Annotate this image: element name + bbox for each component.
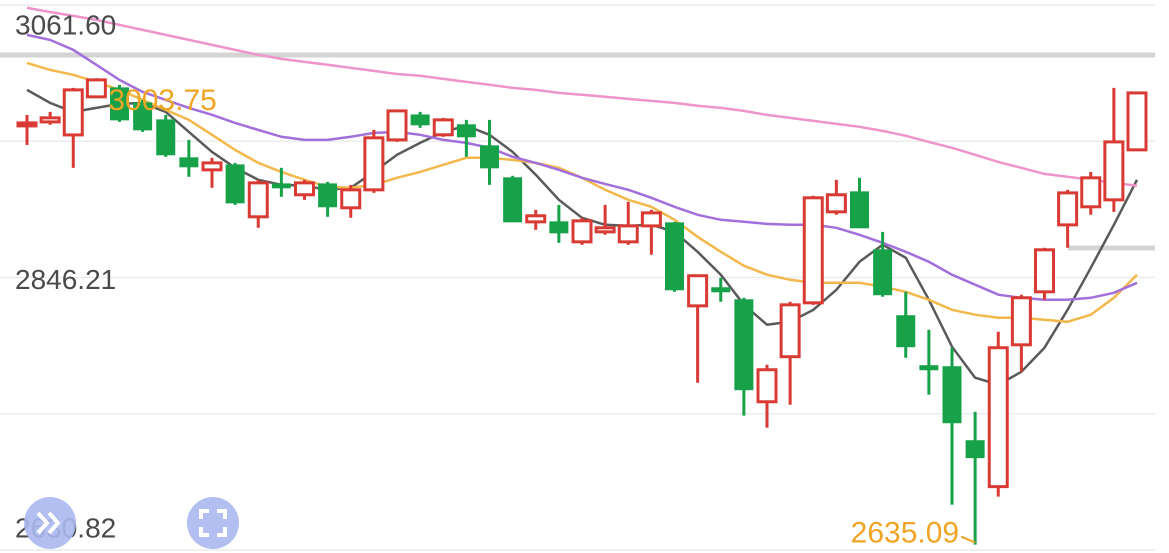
candle-body: [363, 136, 385, 192]
candle-body: [687, 274, 709, 308]
candle-body: [640, 211, 662, 228]
candle-body: [386, 109, 408, 142]
candle-body: [110, 87, 129, 121]
candle-body: [503, 177, 523, 223]
candle-body: [247, 181, 269, 219]
candle-body: [271, 183, 291, 189]
annotation: 2635.09: [851, 517, 959, 550]
ma-line: [26, 6, 1138, 188]
annotation: 3003.75: [108, 84, 216, 117]
y-tick-label: 3061.60: [15, 9, 116, 40]
candle-body: [594, 226, 616, 234]
candle-body: [850, 191, 869, 229]
candle-body: [16, 121, 38, 128]
button-bg: [24, 497, 76, 549]
candle-body: [201, 161, 223, 172]
moving-averages: [26, 6, 1139, 387]
candle-body: [340, 188, 362, 210]
candle-body: [802, 196, 824, 305]
candle-body: [965, 440, 985, 459]
fullscreen-button[interactable]: [187, 497, 239, 549]
candle-body: [987, 346, 1009, 489]
candles: [16, 78, 1148, 545]
candle-body: [734, 299, 754, 391]
ma-line: [26, 33, 1138, 302]
candle-body: [825, 193, 847, 214]
candle-body: [549, 221, 569, 234]
candle-body: [1103, 140, 1125, 202]
candle-body: [711, 287, 731, 293]
candle-body: [1010, 296, 1032, 347]
grid: [0, 4, 1155, 551]
candle-body: [480, 145, 499, 169]
expand-button[interactable]: [24, 497, 76, 549]
candle-body: [62, 88, 84, 137]
candle-body: [318, 183, 338, 208]
candle-body: [294, 181, 315, 197]
candle-body: [756, 368, 778, 404]
candle-body: [665, 222, 684, 291]
icon: [199, 509, 227, 537]
candle-body: [919, 365, 939, 371]
candle-body: [410, 114, 430, 126]
annotation-leader: [960, 535, 976, 544]
candle-body: [85, 78, 107, 99]
candle-body: [873, 249, 893, 296]
candle-body: [571, 219, 593, 244]
candle-body: [432, 118, 454, 137]
candle-body: [1080, 176, 1102, 209]
candle-body: [617, 224, 639, 244]
candle-body: [1057, 191, 1079, 227]
candle-body: [456, 124, 476, 138]
candle-body: [225, 164, 245, 204]
y-tick-label: 2846.21: [15, 264, 116, 295]
candle-body: [156, 119, 176, 156]
candle-body: [942, 366, 962, 424]
icon: [36, 511, 61, 535]
candle-body: [1034, 248, 1055, 294]
candle-body: [179, 157, 199, 168]
candle-body: [525, 214, 547, 224]
candle-body: [1126, 91, 1148, 152]
candle-body: [779, 303, 801, 359]
candle-body: [896, 315, 916, 348]
candle-body: [39, 116, 61, 124]
button-bg: [187, 497, 239, 549]
candle-body: [133, 102, 153, 131]
